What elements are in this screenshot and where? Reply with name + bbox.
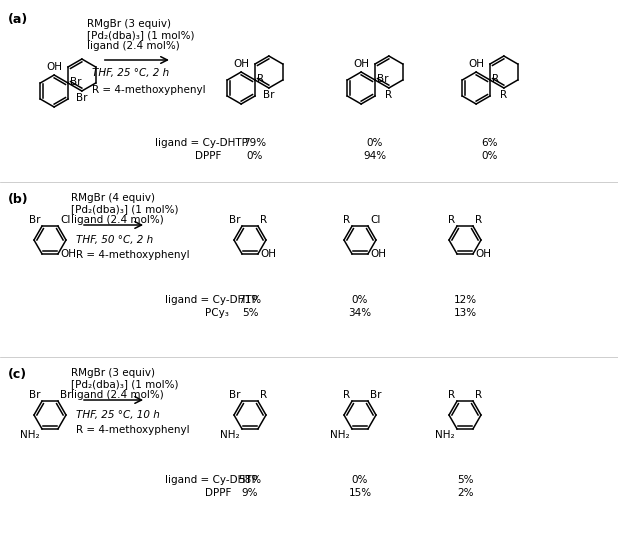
Text: R: R <box>385 90 392 100</box>
Text: OH: OH <box>353 59 369 69</box>
Text: 0%: 0% <box>482 151 498 161</box>
Text: ligand (2.4 mol%): ligand (2.4 mol%) <box>71 390 164 400</box>
Text: R: R <box>260 390 267 400</box>
Text: ligand = Cy-DHTP: ligand = Cy-DHTP <box>155 138 248 148</box>
Text: NH₂: NH₂ <box>435 430 455 440</box>
Text: R: R <box>475 390 482 400</box>
Text: 2%: 2% <box>457 488 473 498</box>
Text: 12%: 12% <box>454 295 476 305</box>
Text: 15%: 15% <box>349 488 371 498</box>
Text: 71%: 71% <box>239 295 261 305</box>
Text: Br: Br <box>229 215 240 225</box>
Text: R = 4-methoxyphenyl: R = 4-methoxyphenyl <box>76 250 190 260</box>
Text: NH₂: NH₂ <box>20 430 40 440</box>
Text: NH₂: NH₂ <box>221 430 240 440</box>
Text: 9%: 9% <box>242 488 258 498</box>
Text: [Pd₂(dba)₃] (1 mol%): [Pd₂(dba)₃] (1 mol%) <box>71 204 179 214</box>
Text: R: R <box>475 215 482 225</box>
Text: R: R <box>501 90 507 100</box>
Text: Br: Br <box>76 93 88 103</box>
Text: RMgBr (4 equiv): RMgBr (4 equiv) <box>71 193 155 203</box>
Text: 6%: 6% <box>482 138 498 148</box>
Text: 0%: 0% <box>352 295 368 305</box>
Text: Br: Br <box>263 90 274 100</box>
Text: RMgBr (3 equiv): RMgBr (3 equiv) <box>87 19 171 29</box>
Text: RMgBr (3 equiv): RMgBr (3 equiv) <box>71 368 155 378</box>
Text: ligand = Cy-DHTP: ligand = Cy-DHTP <box>165 295 258 305</box>
Text: Br: Br <box>60 390 72 400</box>
Text: Br: Br <box>370 390 381 400</box>
Text: ligand = Cy-DHTP: ligand = Cy-DHTP <box>165 475 258 485</box>
Text: OH: OH <box>46 62 62 72</box>
Text: R: R <box>492 74 499 84</box>
Text: DPPF: DPPF <box>195 151 221 161</box>
Text: 0%: 0% <box>352 475 368 485</box>
Text: R: R <box>448 390 455 400</box>
Text: OH: OH <box>60 249 76 259</box>
Text: ligand (2.4 mol%): ligand (2.4 mol%) <box>71 215 164 225</box>
Text: Br: Br <box>70 77 82 87</box>
Text: R: R <box>448 215 455 225</box>
Text: 13%: 13% <box>454 308 476 318</box>
Text: OH: OH <box>233 59 249 69</box>
Text: R: R <box>343 390 350 400</box>
Text: 34%: 34% <box>349 308 371 318</box>
Text: R: R <box>260 215 267 225</box>
Text: THF, 25 °C, 10 h: THF, 25 °C, 10 h <box>76 410 160 420</box>
Text: 94%: 94% <box>363 151 387 161</box>
Text: OH: OH <box>370 249 386 259</box>
Text: ligand (2.4 mol%): ligand (2.4 mol%) <box>87 41 180 51</box>
Text: OH: OH <box>260 249 276 259</box>
Text: Br: Br <box>229 390 240 400</box>
Text: [Pd₂(dba)₃] (1 mol%): [Pd₂(dba)₃] (1 mol%) <box>71 379 179 389</box>
Text: (c): (c) <box>8 368 27 381</box>
Text: 0%: 0% <box>247 151 263 161</box>
Text: R: R <box>257 74 264 84</box>
Text: 5%: 5% <box>242 308 258 318</box>
Text: 0%: 0% <box>367 138 383 148</box>
Text: Cl: Cl <box>370 215 380 225</box>
Text: R = 4-methoxyphenyl: R = 4-methoxyphenyl <box>76 425 190 435</box>
Text: [Pd₂(dba)₃] (1 mol%): [Pd₂(dba)₃] (1 mol%) <box>87 30 194 40</box>
Text: Br: Br <box>377 74 389 84</box>
Text: Br: Br <box>28 390 40 400</box>
Text: DPPF: DPPF <box>205 488 231 498</box>
Text: OH: OH <box>475 249 491 259</box>
Text: Br: Br <box>28 215 40 225</box>
Text: 79%: 79% <box>243 138 266 148</box>
Text: R: R <box>343 215 350 225</box>
Text: THF, 25 °C, 2 h: THF, 25 °C, 2 h <box>92 68 169 78</box>
Text: Cl: Cl <box>60 215 70 225</box>
Text: (b): (b) <box>8 193 28 206</box>
Text: NH₂: NH₂ <box>331 430 350 440</box>
Text: 58%: 58% <box>239 475 261 485</box>
Text: OH: OH <box>468 59 484 69</box>
Text: 5%: 5% <box>457 475 473 485</box>
Text: R = 4-methoxyphenyl: R = 4-methoxyphenyl <box>92 85 205 95</box>
Text: (a): (a) <box>8 13 28 26</box>
Text: THF, 50 °C, 2 h: THF, 50 °C, 2 h <box>76 235 153 245</box>
Text: PCy₃: PCy₃ <box>205 308 229 318</box>
